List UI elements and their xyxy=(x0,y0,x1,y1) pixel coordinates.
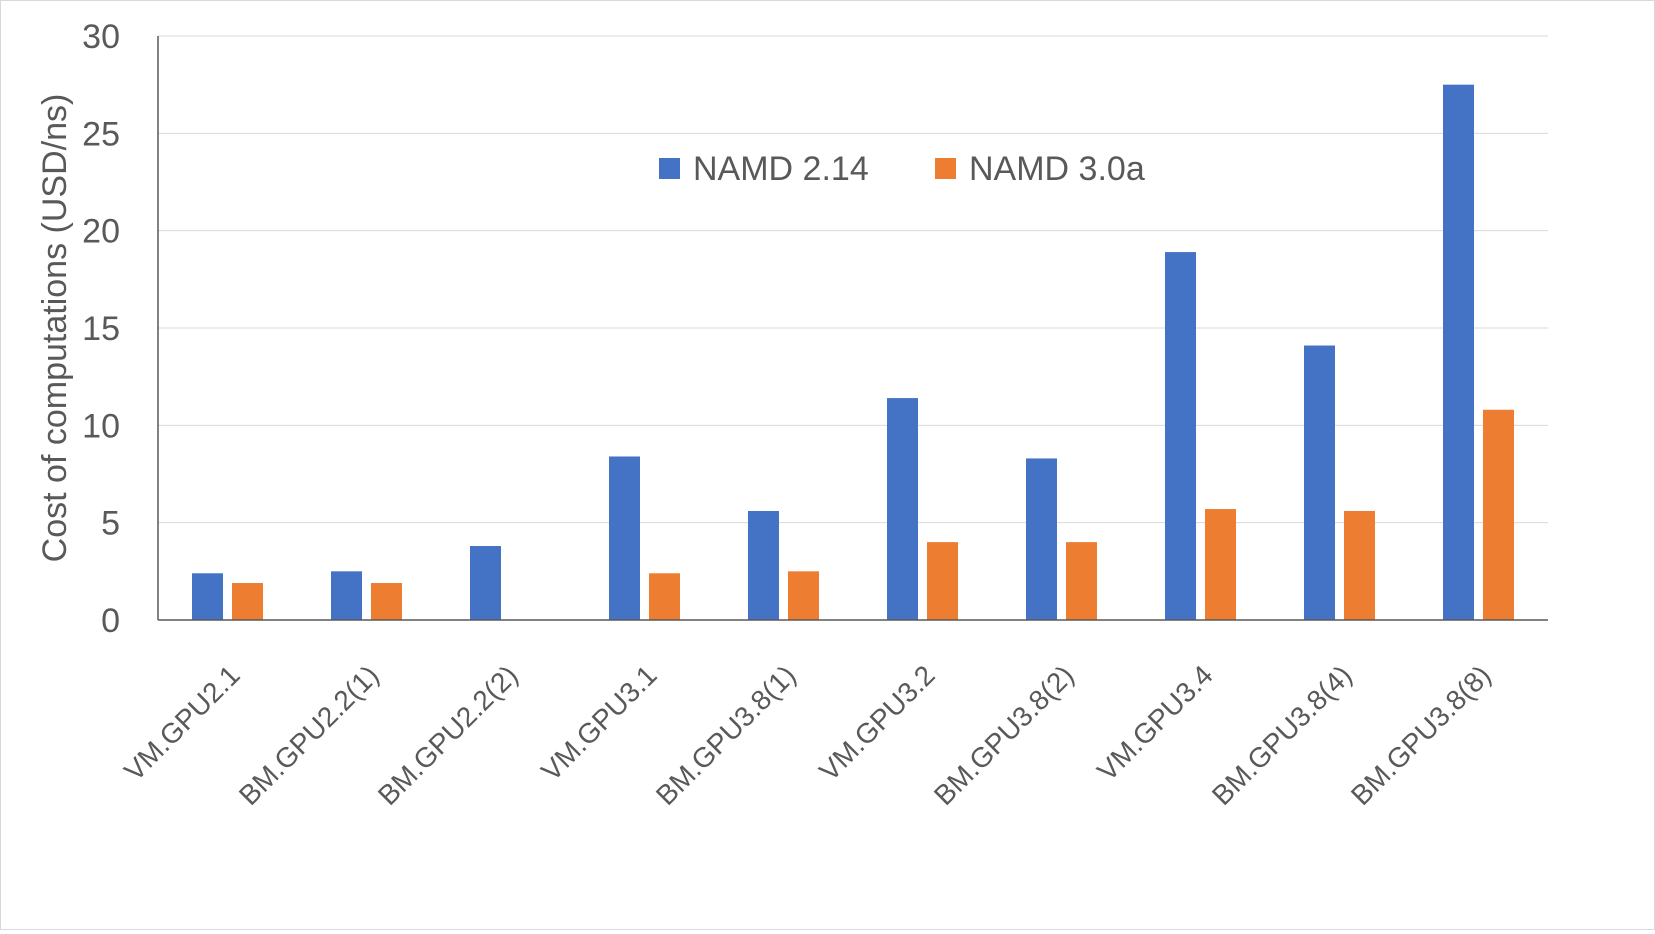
y-tick-label: 20 xyxy=(82,213,120,251)
x-tick-label: BM.GPU3.8(2) xyxy=(928,659,1080,811)
bar xyxy=(1344,510,1375,620)
bars xyxy=(192,84,1514,620)
bar xyxy=(1026,458,1057,620)
x-tick-labels: VM.GPU2.1BM.GPU2.2(1)BM.GPU2.2(2) VM.GPU3… xyxy=(118,659,1497,811)
bar xyxy=(470,546,501,620)
bar xyxy=(1483,409,1514,620)
x-tick-label: VM.GPU3.2 xyxy=(813,659,941,787)
y-tick-label: 0 xyxy=(101,602,120,640)
bar xyxy=(609,456,640,620)
bar xyxy=(748,510,779,620)
bar xyxy=(887,398,918,620)
x-tick-label: VM.GPU3.1 xyxy=(535,659,663,787)
y-tick-label: 5 xyxy=(101,505,120,543)
bar xyxy=(788,571,819,620)
x-tick-label: BM.GPU2.2(1) xyxy=(233,659,385,811)
y-axis-label: Cost of computations (USD/ns) xyxy=(36,94,74,563)
legend: NAMD 2.14 NAMD 3.0a xyxy=(659,150,1145,188)
x-tick-label: BM.GPU2.2(2) xyxy=(372,659,524,811)
bar xyxy=(649,573,680,620)
x-tick-label: VM.GPU2.1 xyxy=(118,659,246,787)
gridlines xyxy=(158,35,1548,524)
x-tick-label: BM.GPU3.8(8) xyxy=(1345,659,1497,811)
bar xyxy=(1205,509,1236,620)
x-tick-label: BM.GPU3.8(1) xyxy=(650,659,802,811)
y-tick-labels: 0 5 10 15 20 25 30 xyxy=(82,18,120,640)
bar xyxy=(927,542,958,620)
bar xyxy=(1443,84,1474,620)
y-tick-label: 30 xyxy=(82,18,120,56)
legend-swatch xyxy=(935,158,956,179)
y-tick-label: 25 xyxy=(82,115,120,153)
bar xyxy=(232,583,263,620)
bar xyxy=(1066,542,1097,620)
bar xyxy=(1304,345,1335,620)
x-tick-label: VM.GPU3.4 xyxy=(1091,659,1219,787)
bar xyxy=(371,583,402,620)
legend-label: NAMD 3.0a xyxy=(969,150,1145,188)
bar xyxy=(192,573,223,620)
y-tick-label: 15 xyxy=(82,310,120,348)
bar xyxy=(1165,252,1196,620)
legend-label: NAMD 2.14 xyxy=(693,150,869,188)
legend-swatch xyxy=(659,158,680,179)
x-tick-label: BM.GPU3.8(4) xyxy=(1206,659,1358,811)
y-tick-label: 10 xyxy=(82,407,120,445)
bar xyxy=(331,571,362,620)
